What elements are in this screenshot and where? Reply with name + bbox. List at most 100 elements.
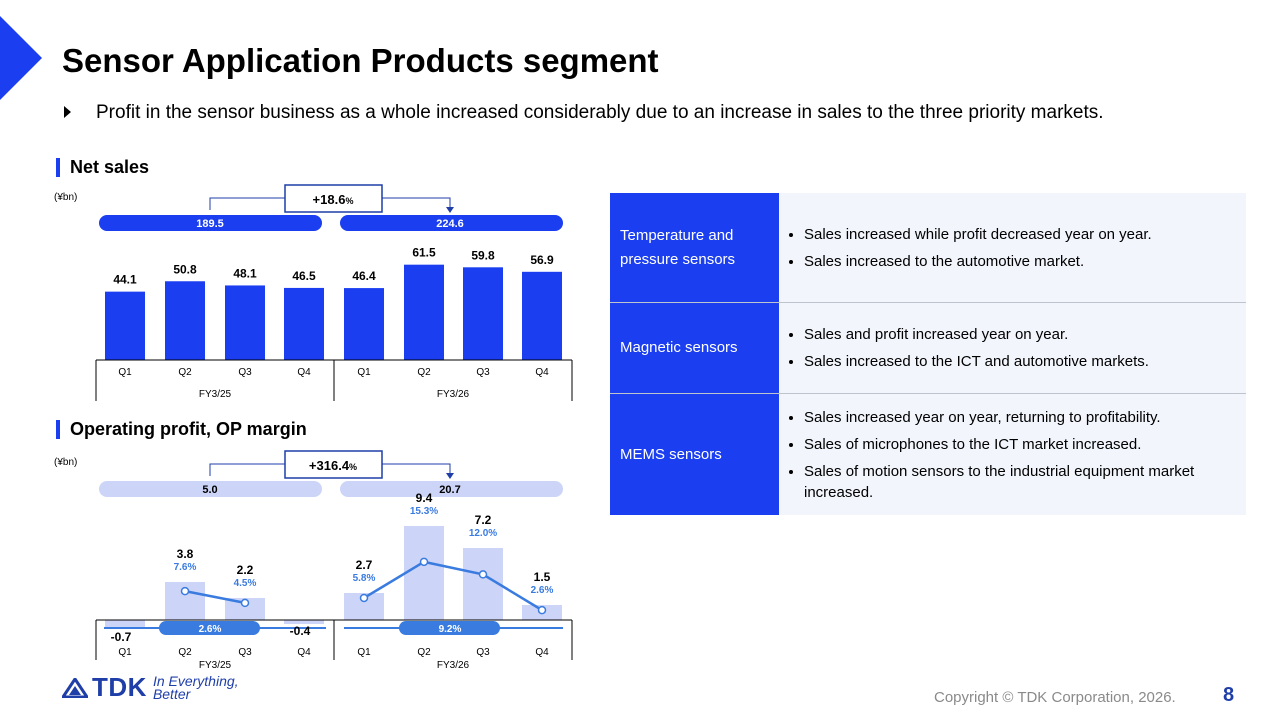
bar-value-label: 1.5: [534, 570, 551, 584]
growth-rate-value: +316.4: [309, 458, 350, 473]
fy26-avg-margin-pill: [399, 621, 500, 635]
x-tick-label: Q2: [178, 647, 192, 658]
table-description: Sales increased year on year, returning …: [779, 394, 1246, 515]
net-sales-bar: [165, 281, 205, 360]
bullet-arrow-icon: [64, 106, 71, 118]
growth-box: [284, 184, 383, 213]
bar-value-label: 9.4: [416, 491, 433, 505]
x-tick-label: Q4: [535, 367, 549, 378]
list-item: Sales increased to the automotive market…: [804, 251, 1246, 272]
table-row: Temperature and pressure sensors Sales i…: [610, 193, 1246, 302]
group-label: FY3/25: [199, 389, 232, 400]
growth-rate-unit: %: [345, 196, 353, 206]
fy25-total-pill: [99, 215, 322, 231]
bar-value-label: 2.7: [356, 558, 373, 572]
op-margin-point: [537, 605, 547, 615]
list-item: Sales and profit increased year on year.: [804, 324, 1246, 345]
list-item: Sales increased to the ICT and automotiv…: [804, 351, 1246, 372]
group-label: FY3/26: [437, 660, 470, 671]
growth-rate: +18.6%: [313, 192, 354, 207]
growth-box: [284, 450, 383, 479]
bar-value-label: 59.8: [471, 248, 495, 262]
logo-tagline: In Everything, Better: [152, 672, 239, 702]
x-tick-label: Q3: [476, 647, 490, 658]
op-profit-bar: [225, 598, 265, 620]
net-sales-bar: [463, 267, 503, 360]
margin-value-label: 2.6%: [531, 585, 554, 596]
margin-value-label: 12.0%: [469, 528, 497, 539]
fy26-total-label: 224.6: [436, 218, 464, 230]
op-heading: Operating profit, OP margin: [56, 419, 307, 440]
net-sales-bar: [344, 288, 384, 360]
bar-value-label: 3.8: [177, 547, 194, 561]
x-tick-label: Q3: [476, 367, 490, 378]
list-item: Sales of microphones to the ICT market i…: [804, 434, 1246, 455]
x-tick-label: Q4: [297, 647, 311, 658]
net-sales-bar: [284, 287, 324, 360]
x-tick-label: Q3: [238, 647, 252, 658]
fy26-total-label: 20.7: [439, 484, 460, 496]
fy26-total-pill: [340, 481, 563, 497]
logo-text: TDK: [92, 672, 147, 702]
bar-value-label: 50.8: [173, 262, 197, 276]
growth-rate-value: +18.6: [313, 192, 346, 207]
growth-rate: +316.4%: [309, 458, 357, 473]
bar-value-label: 7.2: [475, 513, 492, 527]
table-divider: [610, 393, 1246, 394]
table-category: Temperature and pressure sensors: [610, 193, 779, 302]
bar-value-label: -0.4: [290, 624, 311, 638]
heading-bar-icon: [56, 158, 60, 177]
x-tick-label: Q1: [118, 647, 132, 658]
growth-arrow-icon: [446, 207, 454, 213]
x-tick-label: Q2: [417, 647, 431, 658]
corner-accent: [0, 16, 42, 100]
op-margin-line: [184, 589, 246, 605]
op-profit-bar: [105, 620, 145, 627]
table-description: Sales increased while profit decreased y…: [779, 193, 1246, 302]
op-unit: (¥bn): [54, 457, 78, 468]
growth-connector-right: [382, 463, 451, 476]
x-tick-label: Q1: [118, 367, 132, 378]
net-sales-bar: [404, 264, 444, 360]
list-item: Sales of motion sensors to the industria…: [804, 461, 1246, 503]
table-category: MEMS sensors: [610, 394, 779, 515]
growth-connector-right: [382, 197, 451, 210]
copyright: Copyright © TDK Corporation, 2026.: [934, 689, 1176, 706]
op-margin-point: [478, 570, 488, 579]
growth-rate-unit: %: [349, 462, 357, 472]
x-tick-label: Q2: [178, 367, 192, 378]
bar-value-label: 61.5: [412, 246, 436, 260]
fy25-avg-margin-pill: [159, 621, 260, 635]
net-sales-heading-text: Net sales: [70, 157, 150, 177]
bar-value-label: 56.9: [530, 253, 554, 267]
sensor-table: Temperature and pressure sensors Sales i…: [610, 193, 1246, 515]
tagline-line-2: Better: [152, 685, 191, 702]
op-margin-line: [363, 560, 543, 612]
margin-value-label: 5.8%: [353, 573, 376, 584]
summary-text: Profit in the sensor business as a whole…: [96, 102, 1104, 123]
net-sales-bar: [522, 271, 562, 360]
tdk-emblem-icon: [62, 677, 88, 698]
x-tick-label: Q1: [357, 647, 371, 658]
op-margin-point: [240, 598, 250, 608]
op-margin-point: [180, 586, 190, 596]
tagline-line-1: In Everything,: [152, 672, 239, 689]
op-heading-text: Operating profit, OP margin: [70, 419, 307, 439]
table-row: MEMS sensors Sales increased year on yea…: [610, 394, 1246, 515]
list-item: Sales increased while profit decreased y…: [804, 224, 1246, 245]
margin-value-label: 15.3%: [410, 506, 438, 517]
list-item: Sales increased year on year, returning …: [804, 407, 1246, 428]
bar-value-label: 46.4: [352, 269, 376, 283]
group-label: FY3/25: [199, 660, 232, 671]
fy25-total-label: 5.0: [202, 484, 217, 496]
charts-canvas: +18.6% 189.5 224.6 44.1 50.8 48.1 46.5 46.4 61.5…: [95, 184, 573, 671]
fy25-avg-margin-label: 2.6%: [199, 624, 222, 635]
net-sales-unit: (¥bn): [54, 192, 78, 203]
x-tick-label: Q1: [357, 367, 371, 378]
op-margin-point: [359, 593, 369, 603]
margin-value-label: 4.5%: [234, 578, 257, 589]
bar-value-label: -0.7: [111, 630, 132, 644]
fy26-total-pill: [340, 215, 563, 231]
bar-value-label: 46.5: [292, 269, 316, 283]
net-sales-bar: [225, 285, 265, 360]
